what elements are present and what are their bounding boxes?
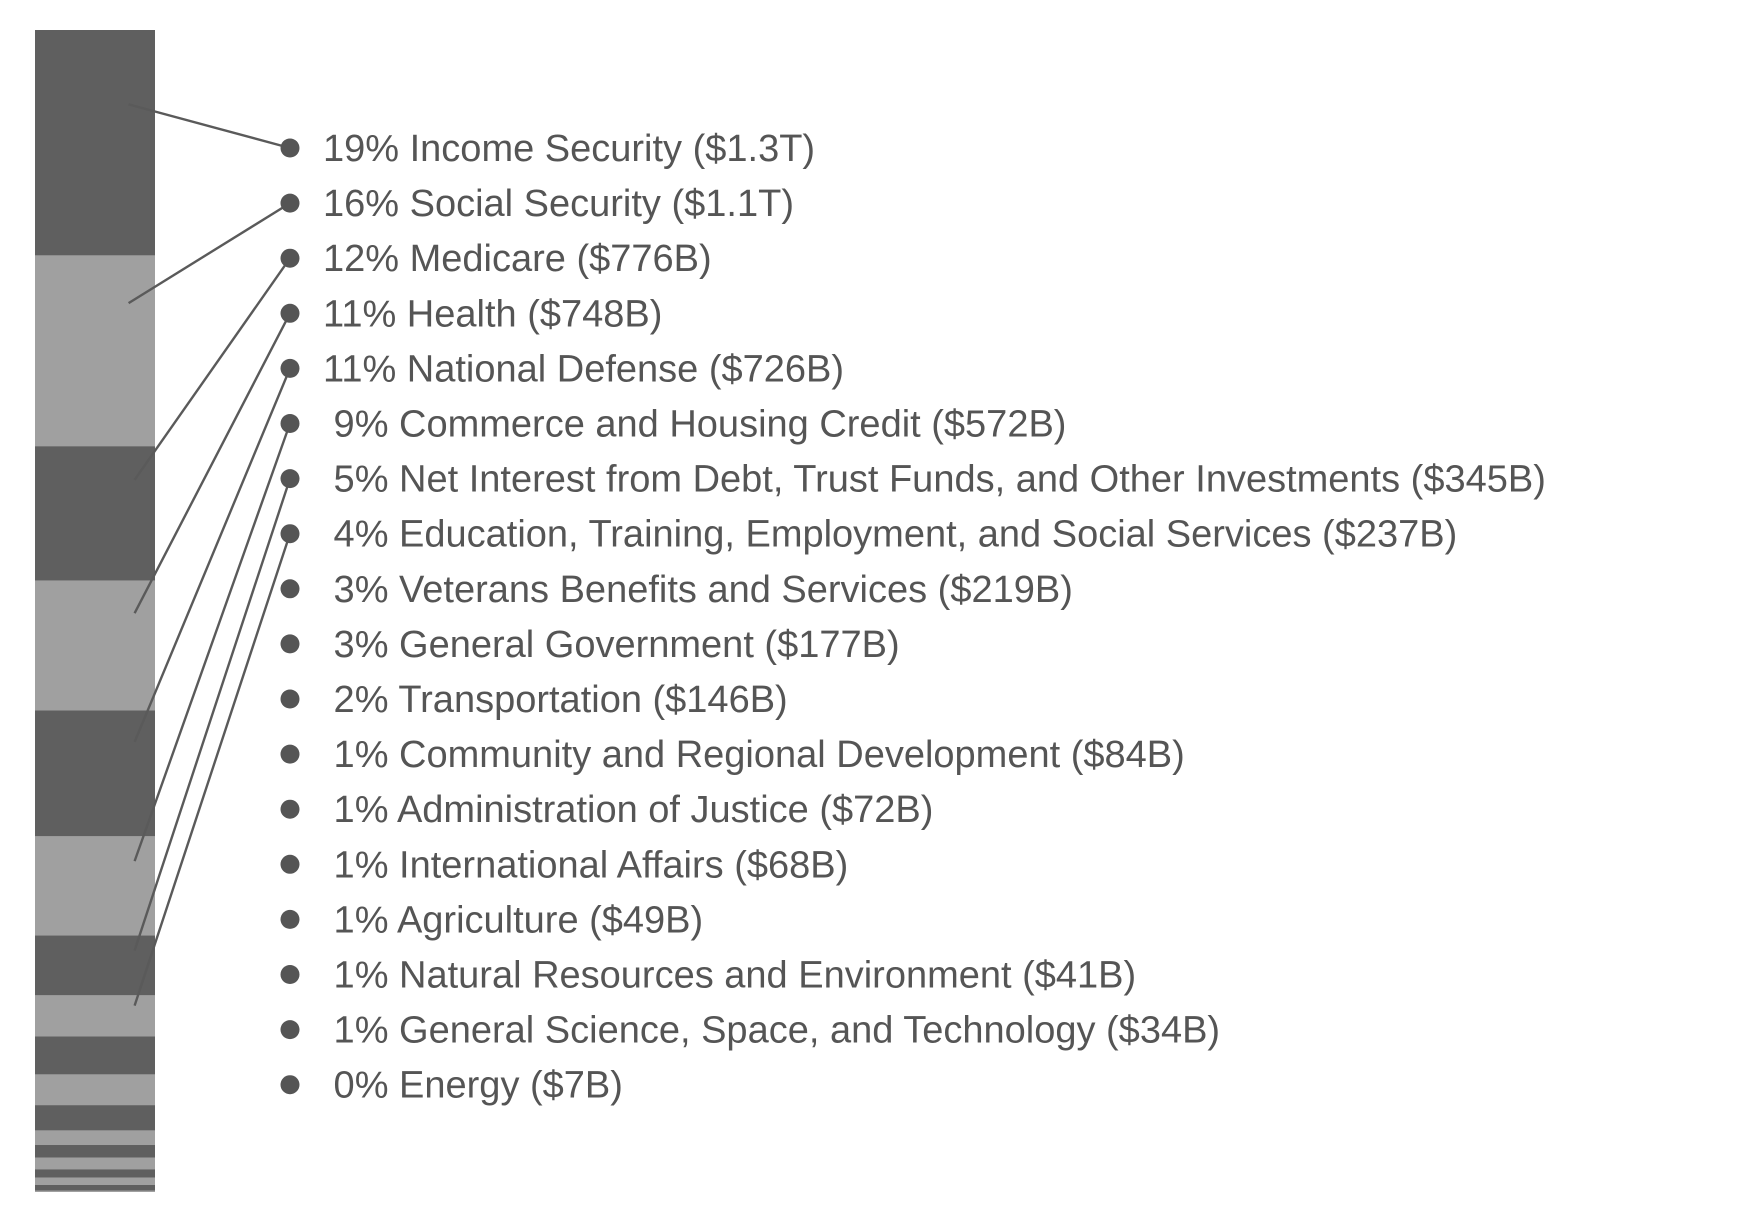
- bar-segment-2: [35, 255, 155, 447]
- legend-label-16: 1% Natural Resources and Environment ($4…: [323, 955, 1136, 997]
- legend-bullet-13: [280, 799, 300, 819]
- legend-bullet-17: [280, 1020, 300, 1040]
- legend-label-6: 9% Commerce and Housing Credit ($572B): [323, 404, 1066, 446]
- legend-label-13: 1% Administration of Justice ($72B): [323, 789, 933, 831]
- leader-line-7: [133, 478, 292, 951]
- bar-segment-15: [35, 1169, 155, 1178]
- bar-segment-13: [35, 1145, 155, 1158]
- leader-line-8: [133, 533, 292, 1007]
- legend-bullet-3: [280, 248, 300, 268]
- legend-label-11: 2% Transportation ($146B): [323, 679, 788, 721]
- legend-bullet-15: [280, 909, 300, 929]
- legend-label-3: 12% Medicare ($776B): [323, 238, 712, 280]
- legend-bullet-18: [280, 1075, 300, 1095]
- legend-label-15: 1% Agriculture ($49B): [323, 899, 703, 941]
- legend-label-5: 11% National Defense ($726B): [323, 348, 844, 390]
- leader-lines: [127, 103, 292, 1007]
- legend-bullet-7: [280, 469, 300, 489]
- leader-line-3: [133, 257, 291, 481]
- stacked-bar: [35, 30, 155, 1192]
- legend-label-1: 19% Income Security ($1.3T): [323, 128, 815, 170]
- bar-segment-9: [35, 1036, 155, 1075]
- legend-label-10: 3% General Government ($177B): [323, 624, 900, 666]
- bar-segment-12: [35, 1130, 155, 1146]
- legend-label-18: 0% Energy ($7B): [323, 1065, 623, 1107]
- legend-bullet-16: [280, 965, 300, 984]
- bar-segment-17: [35, 1184, 155, 1191]
- bar-segment-3: [35, 446, 155, 581]
- legend-label-8: 4% Education, Training, Employment, and …: [323, 514, 1457, 556]
- leader-line-1: [128, 103, 291, 150]
- legend: 19% Income Security ($1.3T) 16% Social Se…: [280, 128, 1546, 1107]
- bar-segment-11: [35, 1105, 155, 1131]
- leader-line-4: [133, 312, 292, 614]
- legend-label-4: 11% Health ($748B): [323, 293, 662, 335]
- bar-segment-18: [35, 1190, 155, 1192]
- bar-segment-4: [35, 580, 155, 711]
- legend-bullet-1: [280, 138, 300, 158]
- legend-label-7: 5% Net Interest from Debt, Trust Funds, …: [323, 459, 1546, 501]
- legend-label-2: 16% Social Security ($1.1T): [323, 183, 794, 225]
- legend-label-14: 1% International Affairs ($68B): [323, 844, 848, 886]
- legend-label-12: 1% Community and Regional Development ($…: [323, 734, 1185, 776]
- legend-bullet-8: [280, 524, 300, 544]
- legend-bullet-4: [280, 303, 300, 323]
- legend-bullet-11: [280, 689, 300, 709]
- legend-bullet-9: [280, 579, 300, 599]
- leader-line-6: [133, 423, 292, 862]
- legend-bullet-14: [280, 854, 300, 874]
- bar-segment-14: [35, 1157, 155, 1170]
- legend-bullet-5: [280, 358, 300, 378]
- legend-bullet-2: [280, 193, 300, 213]
- legend-bullet-12: [280, 744, 300, 764]
- leader-line-5: [133, 367, 292, 743]
- bar-segment-16: [35, 1177, 155, 1185]
- legend-label-9: 3% Veterans Benefits and Services ($219B…: [323, 569, 1073, 611]
- legend-bullet-6: [280, 414, 300, 433]
- legend-bullet-10: [280, 634, 300, 654]
- bar-segment-1: [35, 30, 155, 256]
- leader-line-2: [127, 202, 291, 305]
- bar-segment-6: [35, 836, 155, 936]
- bar-segment-5: [35, 710, 155, 837]
- bar-segment-10: [35, 1074, 155, 1106]
- legend-label-17: 1% General Science, Space, and Technolog…: [323, 1010, 1220, 1052]
